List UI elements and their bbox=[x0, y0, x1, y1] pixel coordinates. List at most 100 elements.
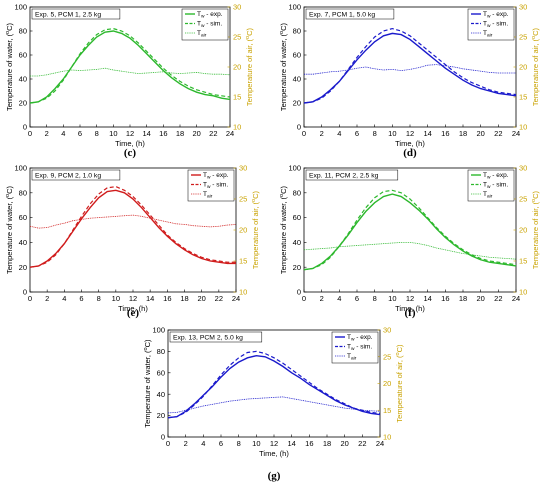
x-tick-label: 4 bbox=[201, 439, 205, 448]
y-left-axis-label: Temperature of water, (oC) bbox=[279, 22, 288, 111]
legend: Tw - exp.Tw - sim.Tair bbox=[467, 8, 515, 41]
x-tick-label: 12 bbox=[406, 129, 414, 138]
y-right-tick-label: 10 bbox=[233, 123, 241, 132]
x-tick-label: 8 bbox=[237, 439, 241, 448]
chart-title-box bbox=[31, 8, 121, 20]
y-left-tick-label: 100 bbox=[288, 164, 301, 173]
legend-label: Tw - exp. bbox=[483, 11, 509, 20]
y-right-tick-label: 10 bbox=[239, 288, 247, 297]
legend-label: Tw - exp. bbox=[483, 172, 509, 181]
chart-title: Exp. 7, PCM 1, 5.0 kg bbox=[309, 12, 375, 19]
legend-label: Tair bbox=[203, 191, 213, 200]
panel-label: (g) bbox=[268, 470, 281, 482]
series-line-air bbox=[30, 67, 230, 77]
chart-title: Exp. 9, PCM 2, 1.0 kg bbox=[35, 173, 101, 180]
y-right-tick-label: 30 bbox=[383, 326, 391, 335]
y-left-tick-label: 40 bbox=[157, 390, 165, 399]
x-tick-label: 18 bbox=[459, 129, 467, 138]
y-right-tick-label: 10 bbox=[383, 433, 391, 442]
x-tick-label: 16 bbox=[159, 129, 167, 138]
chart-panel: 0 2 4 6 8 10 12 14 16 18 20 22 240204060801001015202… bbox=[143, 326, 404, 482]
x-tick-label: 18 bbox=[176, 129, 184, 138]
y-left-tick-label: 20 bbox=[293, 99, 301, 108]
y-right-axis-label: Temperature of air, (oC) bbox=[395, 344, 404, 423]
legend-label: Tw - sim. bbox=[197, 21, 222, 30]
chart-title-box bbox=[305, 169, 399, 181]
chart-panel: 0 2 4 6 8 10 12 14 16 18 20 22 240204060801001015202… bbox=[279, 3, 540, 159]
y-right-tick-label: 30 bbox=[519, 164, 527, 173]
series-line-air bbox=[168, 396, 380, 414]
x-tick-label: 12 bbox=[129, 294, 137, 303]
x-tick-label: 8 bbox=[97, 294, 101, 303]
chart-title: Exp. 11, PCM 2, 2.5 kg bbox=[309, 173, 379, 180]
y-left-tick-label: 40 bbox=[19, 238, 27, 247]
y-left-tick-label: 60 bbox=[19, 51, 27, 60]
x-tick-label: 2 bbox=[320, 129, 324, 138]
x-tick-label: 12 bbox=[270, 439, 278, 448]
x-axis-label: Time, (h) bbox=[395, 139, 425, 148]
legend-label: Tw - exp. bbox=[203, 172, 229, 181]
x-tick-label: 24 bbox=[226, 129, 234, 138]
x-tick-label: 10 bbox=[109, 129, 117, 138]
panel-label: (e) bbox=[127, 307, 140, 319]
y-left-tick-label: 40 bbox=[19, 75, 27, 84]
x-tick-label: 18 bbox=[180, 294, 188, 303]
legend-label: Tw - sim. bbox=[483, 182, 508, 191]
y-right-tick-label: 25 bbox=[519, 195, 527, 204]
y-right-tick-label: 30 bbox=[239, 164, 247, 173]
y-left-tick-label: 60 bbox=[157, 368, 165, 377]
legend-label: Tw - sim. bbox=[347, 344, 372, 353]
series-line-exp bbox=[30, 189, 236, 268]
y-left-tick-label: 60 bbox=[293, 51, 301, 60]
panel-label: (c) bbox=[124, 147, 137, 159]
x-tick-label: 4 bbox=[62, 294, 66, 303]
y-left-tick-label: 20 bbox=[293, 263, 301, 272]
x-tick-label: 22 bbox=[215, 294, 223, 303]
y-right-tick-label: 15 bbox=[239, 257, 247, 266]
x-tick-label: 6 bbox=[78, 129, 82, 138]
series-line-sim bbox=[168, 350, 380, 419]
x-tick-label: 6 bbox=[219, 439, 223, 448]
y-left-tick-label: 100 bbox=[14, 3, 27, 12]
y-left-axis-label: Temperature of water, (oC) bbox=[143, 339, 152, 428]
x-axis-label: Time, (h) bbox=[395, 304, 425, 313]
x-tick-label: 20 bbox=[476, 294, 484, 303]
chart-panel: 0 2 4 6 8 10 12 14 16 18 20 22 240204060801001015202… bbox=[279, 164, 540, 319]
x-tick-label: 24 bbox=[512, 294, 520, 303]
series-line-exp bbox=[304, 193, 516, 271]
x-tick-label: 8 bbox=[373, 129, 377, 138]
x-tick-label: 16 bbox=[163, 294, 171, 303]
x-tick-label: 24 bbox=[376, 439, 384, 448]
series-line-exp bbox=[30, 30, 230, 104]
y-right-axis-label: Temperature of air, (oC) bbox=[531, 190, 540, 269]
x-tick-label: 8 bbox=[373, 294, 377, 303]
legend-label: Tair bbox=[347, 353, 357, 362]
legend-label: Tair bbox=[197, 30, 207, 39]
x-tick-label: 0 bbox=[28, 294, 32, 303]
y-left-tick-label: 40 bbox=[293, 238, 301, 247]
x-tick-label: 22 bbox=[358, 439, 366, 448]
y-left-tick-label: 100 bbox=[152, 326, 165, 335]
x-tick-label: 2 bbox=[45, 129, 49, 138]
x-tick-label: 2 bbox=[320, 294, 324, 303]
x-tick-label: 10 bbox=[388, 294, 396, 303]
x-tick-label: 14 bbox=[146, 294, 154, 303]
x-tick-label: 6 bbox=[355, 129, 359, 138]
series-line-sim bbox=[304, 27, 516, 104]
x-tick-label: 0 bbox=[302, 129, 306, 138]
y-right-tick-label: 15 bbox=[519, 257, 527, 266]
x-axis-label: Time, (h) bbox=[118, 304, 148, 313]
x-tick-label: 20 bbox=[476, 129, 484, 138]
y-right-tick-label: 15 bbox=[383, 406, 391, 415]
x-axis-label: Time, (h) bbox=[259, 449, 289, 458]
chart-title-box bbox=[31, 169, 121, 181]
y-left-tick-label: 100 bbox=[14, 164, 27, 173]
chart-panel: 0 2 4 6 8 10 12 14 16 18 20 22 240204060801001015202… bbox=[5, 164, 260, 319]
x-tick-label: 0 bbox=[302, 294, 306, 303]
series-line-air bbox=[304, 64, 516, 75]
x-tick-label: 22 bbox=[494, 129, 502, 138]
y-left-tick-label: 60 bbox=[19, 213, 27, 222]
legend: Tw - exp.Tw - sim.Tair bbox=[181, 8, 229, 41]
